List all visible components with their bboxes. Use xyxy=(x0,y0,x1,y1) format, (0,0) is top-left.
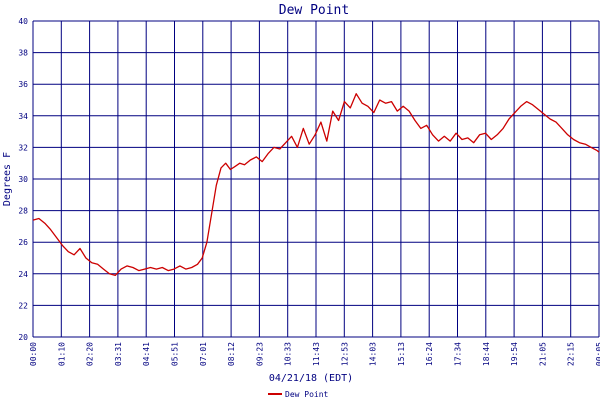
x-tick-label: 12:53 xyxy=(340,342,349,366)
y-tick-label: 24 xyxy=(18,270,28,279)
x-tick-label: 02:20 xyxy=(86,342,95,366)
y-tick-label: 40 xyxy=(18,17,28,26)
y-tick-label: 38 xyxy=(18,49,28,58)
x-tick-label: 09:23 xyxy=(255,342,264,366)
x-tick-label: 00:05 xyxy=(595,342,600,366)
x-tick-label: 14:03 xyxy=(369,342,378,366)
x-tick-label: 21:05 xyxy=(538,342,547,366)
x-tick-label: 16:24 xyxy=(425,342,434,366)
x-tick-label: 17:34 xyxy=(454,342,463,366)
x-tick-label: 07:01 xyxy=(199,342,208,366)
y-tick-label: 20 xyxy=(18,333,28,342)
y-tick-label: 34 xyxy=(18,112,28,121)
x-tick-label: 19:54 xyxy=(510,342,519,366)
y-tick-label: 30 xyxy=(18,175,28,184)
y-tick-label: 28 xyxy=(18,207,28,216)
y-tick-label: 36 xyxy=(18,80,28,89)
x-tick-label: 03:31 xyxy=(114,342,123,366)
x-tick-label: 15:13 xyxy=(397,342,406,366)
chart-title: Dew Point xyxy=(279,3,349,18)
y-tick-label: 26 xyxy=(18,238,28,247)
y-tick-labels: 20 22 24 26 28 30 32 34 36 38 40 xyxy=(18,17,28,342)
x-tick-label: 05:51 xyxy=(171,342,180,366)
x-tick-label: 08:12 xyxy=(227,342,236,366)
x-tick-label: 11:43 xyxy=(312,342,321,366)
x-tick-label: 10:33 xyxy=(284,342,293,366)
series-line-dew-point xyxy=(32,93,600,277)
x-tick-label: 00:00 xyxy=(29,342,38,366)
y-tick-label: 32 xyxy=(18,143,28,152)
x-axis-label: 04/21/18 (EDT) xyxy=(269,373,353,384)
x-tick-labels: 00:00 01:10 02:20 03:31 04:41 05:51 07:01 08:12… xyxy=(29,342,600,366)
series-layer xyxy=(32,93,600,277)
y-axis-label: Degrees F xyxy=(2,152,13,206)
y-tick-label: 22 xyxy=(18,301,28,310)
x-tick-label: 04:41 xyxy=(142,342,151,366)
x-gridlines xyxy=(32,21,600,337)
legend-label: Dew Point xyxy=(285,390,329,399)
x-tick-label: 01:10 xyxy=(57,342,66,366)
x-tick-label: 18:44 xyxy=(482,342,491,366)
x-tick-label: 22:15 xyxy=(567,342,576,366)
legend: Dew Point xyxy=(268,390,329,399)
